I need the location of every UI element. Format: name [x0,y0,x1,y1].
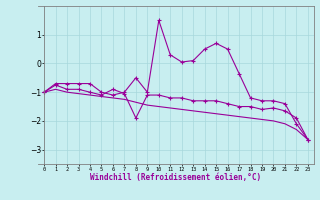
X-axis label: Windchill (Refroidissement éolien,°C): Windchill (Refroidissement éolien,°C) [91,173,261,182]
